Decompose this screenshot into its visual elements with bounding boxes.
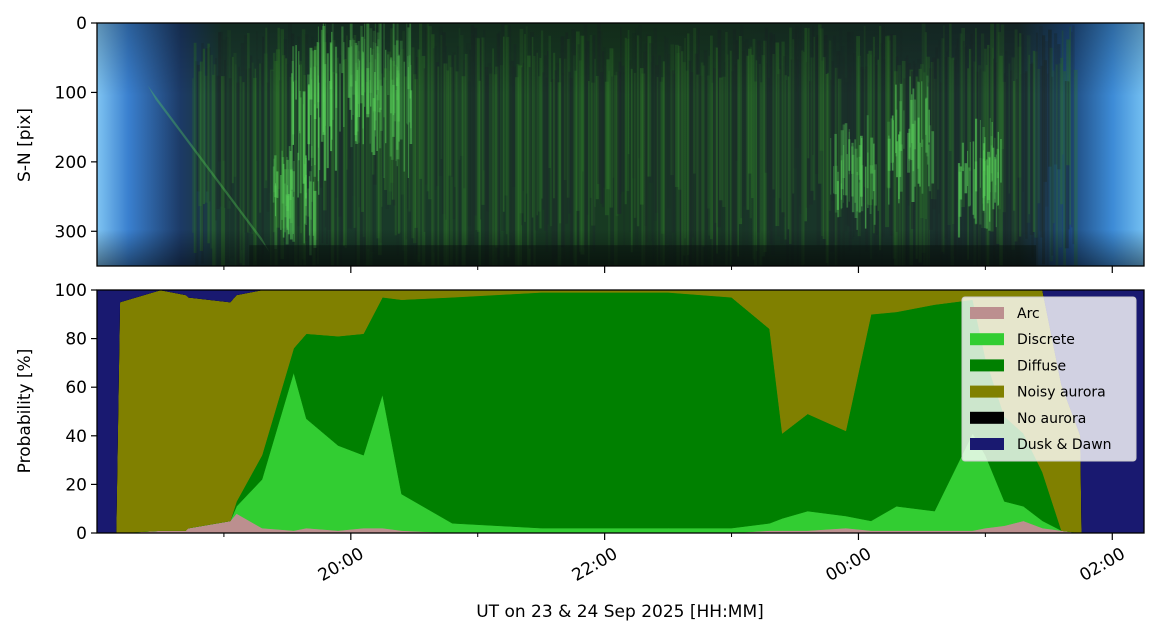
x-tick-label-3: 02:00 bbox=[1076, 544, 1128, 586]
keogram-y-tick-label-1: 100 bbox=[55, 83, 87, 103]
x-axis-label: UT on 23 & 24 Sep 2025 [HH:MM] bbox=[476, 602, 764, 622]
legend-label-2: Diffuse bbox=[1017, 358, 1066, 374]
legend-swatch-2 bbox=[970, 359, 1004, 372]
legend-label-4: No aurora bbox=[1017, 411, 1086, 427]
probability-panel: 0 20 40 60 80 100 20:00 22:00 00:00 02:00 Probab… bbox=[15, 281, 1145, 622]
keogram-panel: 0 100 200 300 S-N [pix] bbox=[15, 14, 1145, 273]
probability-y-ticks: 0 20 40 60 80 100 bbox=[55, 281, 97, 544]
keogram-x-ticks bbox=[223, 266, 1113, 273]
legend-label-3: Noisy aurora bbox=[1017, 385, 1106, 401]
legend-label-0: Arc bbox=[1017, 306, 1040, 322]
legend-label-5: Dusk & Dawn bbox=[1017, 437, 1112, 453]
legend-label-1: Discrete bbox=[1017, 332, 1075, 348]
legend-swatch-3 bbox=[970, 385, 1004, 398]
x-tick-label-1: 22:00 bbox=[569, 544, 621, 586]
probability-y-tick-label-5: 100 bbox=[55, 281, 87, 301]
probability-frame bbox=[96, 289, 1145, 534]
legend-swatch-4 bbox=[970, 411, 1004, 424]
probability-y-tick-label-3: 60 bbox=[65, 378, 87, 398]
probability-x-ticks: 20:00 22:00 00:00 02:00 bbox=[223, 533, 1129, 586]
legend: Arc Discrete Diffuse Noisy aurora No aurora D… bbox=[961, 296, 1137, 462]
legend-swatch-5 bbox=[970, 438, 1004, 450]
legend-swatch-1 bbox=[970, 333, 1004, 346]
keogram-y-tick-label-3: 300 bbox=[55, 222, 87, 242]
x-tick-label-0: 20:00 bbox=[315, 544, 367, 586]
legend-swatch-0 bbox=[970, 307, 1004, 319]
probability-y-axis-label: Probability [%] bbox=[15, 349, 35, 474]
x-tick-label-2: 00:00 bbox=[823, 544, 875, 586]
keogram-y-axis-label: S-N [pix] bbox=[15, 108, 35, 182]
keogram-y-ticks: 0 100 200 300 bbox=[55, 14, 97, 242]
probability-y-tick-label-1: 20 bbox=[65, 475, 87, 495]
keogram-frame bbox=[96, 22, 1145, 267]
legend-box bbox=[961, 296, 1137, 462]
keogram-y-tick-label-0: 0 bbox=[76, 14, 87, 34]
probability-y-tick-label-0: 0 bbox=[76, 524, 87, 544]
probability-y-tick-label-4: 80 bbox=[65, 330, 87, 350]
keogram-shading bbox=[97, 23, 1144, 266]
keogram-y-tick-label-2: 200 bbox=[55, 153, 87, 173]
probability-y-tick-label-2: 40 bbox=[65, 427, 87, 447]
